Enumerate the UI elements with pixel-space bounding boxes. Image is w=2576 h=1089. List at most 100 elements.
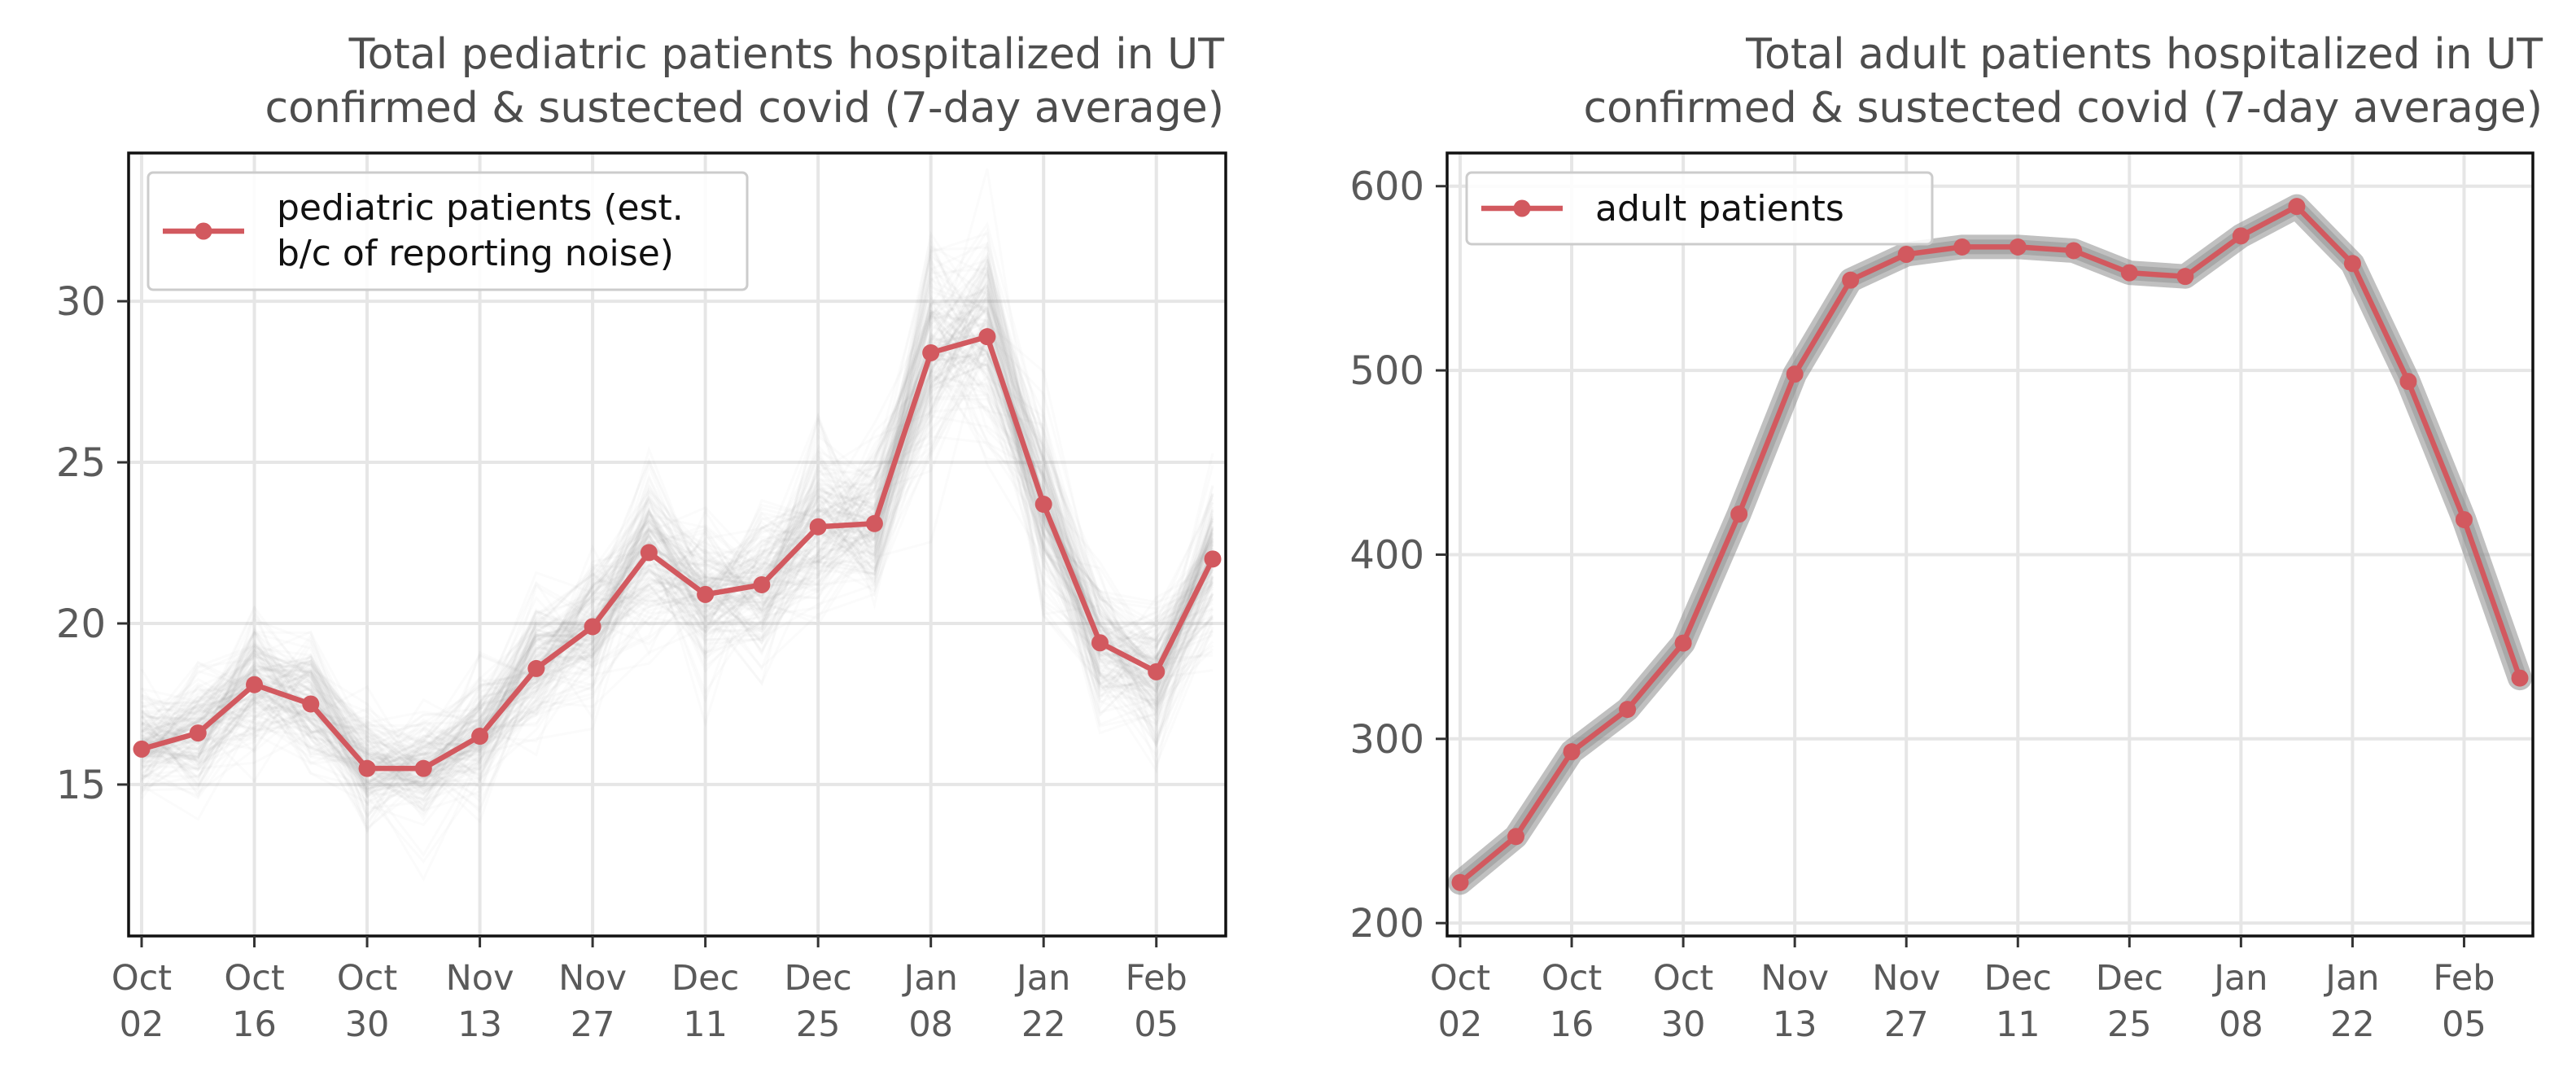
x-tick-label-month: Oct [1653, 958, 1713, 999]
data-point [865, 514, 883, 532]
x-tick-label-day: 16 [1550, 1004, 1594, 1045]
data-point [1034, 496, 1052, 514]
data-point [2343, 255, 2361, 273]
x-tick-label-day: 22 [1021, 1004, 1066, 1045]
legend-label: b/c of reporting noise) [277, 233, 674, 274]
y-tick-label: 15 [56, 763, 106, 808]
data-point [358, 759, 376, 777]
chart-title-line-2: confirmed & sustected covid (7-day avera… [1583, 84, 2543, 133]
x-tick-label-day: 05 [2442, 1004, 2486, 1045]
series-line [1458, 203, 2523, 885]
x-tick-label-month: Oct [112, 958, 172, 999]
series-line [141, 334, 1215, 772]
data-point [2455, 510, 2473, 528]
y-tick-label: 400 [1349, 532, 1424, 578]
x-tick-label-day: 11 [683, 1004, 728, 1045]
data-point [1204, 550, 1222, 568]
y-tick-label: 200 [1349, 901, 1424, 947]
data-point [2176, 268, 2194, 286]
y-tick-label: 500 [1349, 348, 1424, 394]
x-tick-label-day: 13 [457, 1004, 502, 1045]
x-tick-label-month: Dec [1984, 958, 2052, 999]
data-point [1674, 634, 1692, 652]
legend-marker-swatch [1513, 199, 1531, 217]
data-point [809, 518, 827, 536]
data-point [302, 695, 320, 713]
data-point [1786, 365, 1804, 383]
data-point [640, 544, 658, 562]
data-point [584, 618, 601, 636]
data-point [1563, 743, 1581, 761]
data-point [133, 740, 151, 758]
x-tick-label-day: 08 [2219, 1004, 2263, 1045]
legend-label: pediatric patients (est. [277, 187, 684, 229]
chart-title-line-1: Total adult patients hospitalized in UT [1745, 30, 2543, 79]
data-point [1091, 634, 1109, 652]
legend-box [147, 171, 749, 291]
plot-frame [127, 151, 1227, 938]
data-point [1451, 873, 1469, 891]
chart-panel-2: 200 300 400 500 600 Oct 02 Oct 16 Oct 30 Nov 13 Nov 27… [1349, 30, 2543, 1045]
chart-panel-1: 15 20 25 30 Oct 02 Oct 16 Oct 30 Nov 13 Nov 27 Dec 11 De… [56, 30, 1227, 1045]
x-tick-label-day: 02 [120, 1004, 164, 1045]
data-point [1730, 505, 1748, 523]
data-point [2232, 227, 2250, 245]
legend-marker-swatch [195, 222, 212, 240]
legend-box [1465, 171, 1934, 246]
chart-title-line-1: Total pediatric patients hospitalized in… [348, 30, 1225, 79]
x-tick-label-day: 08 [908, 1004, 953, 1045]
data-point [2288, 198, 2306, 216]
x-tick-label-month: Nov [558, 958, 627, 999]
x-tick-label-day: 02 [1438, 1004, 1483, 1045]
x-tick-label-day: 25 [796, 1004, 841, 1045]
x-tick-label-month: Jan [1014, 958, 1070, 999]
x-tick-label-month: Feb [1126, 958, 1187, 999]
x-tick-label-month: Oct [1430, 958, 1490, 999]
x-tick-label-month: Nov [1760, 958, 1829, 999]
data-point [697, 585, 715, 603]
data-point [978, 328, 996, 346]
data-point [246, 676, 264, 693]
data-point [471, 728, 489, 746]
x-tick-label-month: Dec [2096, 958, 2163, 999]
x-tick-label-month: Feb [2433, 958, 2495, 999]
x-tick-label-month: Oct [337, 958, 397, 999]
x-tick-label-day: 27 [1884, 1004, 1929, 1045]
x-tick-label-month: Jan [2211, 958, 2268, 999]
x-tick-label-month: Dec [785, 958, 852, 999]
y-tick-label: 600 [1349, 164, 1424, 210]
data-point [753, 575, 771, 593]
y-tick-label: 30 [56, 279, 106, 325]
data-point [1953, 238, 1971, 256]
x-tick-label-month: Nov [1872, 958, 1940, 999]
x-tick-label-day: 25 [2107, 1004, 2152, 1045]
data-point [2511, 669, 2529, 687]
data-point [1897, 245, 1915, 263]
x-tick-label-month: Jan [2323, 958, 2379, 999]
x-tick-label-day: 05 [1134, 1004, 1179, 1045]
plot-frame [1445, 151, 2534, 938]
x-tick-label-day: 30 [345, 1004, 390, 1045]
chart-title-line-2: confirmed & sustected covid (7-day avera… [265, 84, 1224, 133]
x-tick-label-day: 11 [1996, 1004, 2040, 1045]
x-tick-label-month: Jan [902, 958, 958, 999]
data-point [189, 724, 207, 742]
legend-label: adult patients [1595, 188, 1844, 230]
data-point [2399, 373, 2417, 391]
data-point [1842, 271, 1860, 289]
x-tick-label-day: 13 [1773, 1004, 1817, 1045]
x-tick-label-month: Oct [224, 958, 284, 999]
x-tick-label-month: Nov [446, 958, 514, 999]
x-tick-label-day: 22 [2330, 1004, 2375, 1045]
data-point [1619, 701, 1637, 719]
x-tick-label-day: 16 [232, 1004, 277, 1045]
y-tick-label: 300 [1349, 717, 1424, 763]
data-point [1148, 663, 1166, 680]
data-point [414, 759, 432, 777]
x-tick-label-month: Oct [1542, 958, 1602, 999]
data-point [2120, 264, 2138, 282]
x-tick-label-day: 27 [571, 1004, 615, 1045]
x-tick-label-day: 30 [1661, 1004, 1706, 1045]
